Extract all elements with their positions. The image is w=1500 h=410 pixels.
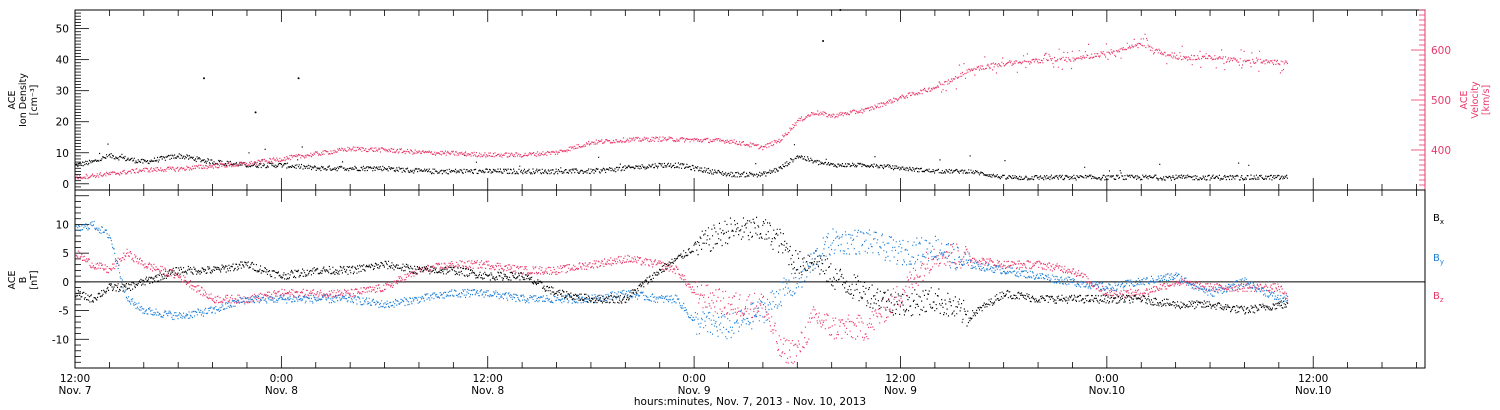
- density-tick-label: 50: [56, 24, 69, 36]
- velocity-axis-title-line: ACE: [1459, 91, 1470, 110]
- x-tick-date: Nov.10: [1295, 385, 1331, 397]
- b-components-legend: Bx By Bz: [1433, 213, 1444, 304]
- density-axis-title-line: [cm⁻³]: [29, 85, 40, 116]
- x-tick-date: Nov. 8: [265, 385, 298, 397]
- By-series: [75, 220, 1289, 340]
- x-tick-time: 12:00: [60, 373, 90, 385]
- x-tick-date: Nov. 8: [471, 385, 504, 397]
- bottom-panel-frame: [74, 189, 1426, 369]
- legend-bx: Bx: [1433, 213, 1444, 226]
- x-tick-date: Nov. 9: [678, 385, 711, 397]
- velocity-axis-title-line: Velocity: [1470, 81, 1481, 119]
- b-tick-label: -10: [52, 334, 69, 346]
- b-tick-label: 0: [62, 277, 69, 289]
- density-tick-label: 10: [56, 148, 69, 160]
- b-axis-title-line: B: [18, 277, 29, 284]
- x-tick-time: 0:00: [1095, 373, 1119, 385]
- x-tick-time: 12:00: [473, 373, 503, 385]
- Bz-series: [75, 243, 1289, 364]
- magnetic-field-panel: ACE B [nT] -10 -5 0 5 10: [7, 189, 1426, 369]
- density-tick-label: 40: [56, 55, 69, 67]
- density-tick-label: 0: [62, 179, 69, 191]
- legend-by: By: [1433, 253, 1444, 266]
- b-tick-label: 10: [56, 219, 69, 231]
- x-tick-time: 0:00: [682, 373, 706, 385]
- density-outlier-point: [822, 40, 825, 43]
- density-tick-label: 30: [56, 86, 69, 98]
- velocity-axis-title-line: [km/s]: [1481, 85, 1492, 115]
- x-axis-title: hours:minutes, Nov. 7, 2013 - Nov. 10, 2…: [634, 396, 866, 408]
- legend-bz: Bz: [1433, 291, 1444, 304]
- density-axis-title-line: Ion Density: [18, 73, 29, 127]
- density-axis-title-line: ACE: [7, 91, 18, 110]
- x-tick-date: Nov. 7: [58, 385, 91, 397]
- b-axis-title-line: ACE: [7, 271, 18, 290]
- density-tick-label: 20: [56, 117, 69, 129]
- b-axis-title: ACE B [nT]: [7, 270, 40, 289]
- density-axis-title: ACE Ion Density [cm⁻³]: [7, 73, 40, 127]
- density-outlier-point: [839, 9, 842, 11]
- density-outlier-point: [254, 111, 257, 114]
- b-tick-label: 5: [62, 248, 69, 260]
- b-axis-title-line: [nT]: [29, 270, 40, 289]
- density-outlier-point: [297, 77, 300, 80]
- velocity-axis-title: ACE Velocity [km/s]: [1459, 81, 1492, 119]
- velocity-series: [75, 33, 1288, 180]
- velocity-tick-label: 600: [1431, 45, 1451, 57]
- velocity-tick-label: 500: [1431, 95, 1451, 107]
- velocity-tick-label: 400: [1431, 145, 1451, 157]
- x-tick-date: Nov. 9: [884, 385, 917, 397]
- x-tick-time: 0:00: [270, 373, 294, 385]
- x-tick-date: Nov.10: [1089, 385, 1125, 397]
- x-tick-time: 12:00: [1298, 373, 1328, 385]
- b-tick-label: -5: [59, 306, 69, 318]
- x-tick-time: 12:00: [885, 373, 915, 385]
- density-outlier-point: [202, 77, 205, 80]
- Bx-series: [75, 216, 1289, 327]
- top-panel-frame: [74, 9, 1426, 191]
- density-series: [75, 143, 1288, 181]
